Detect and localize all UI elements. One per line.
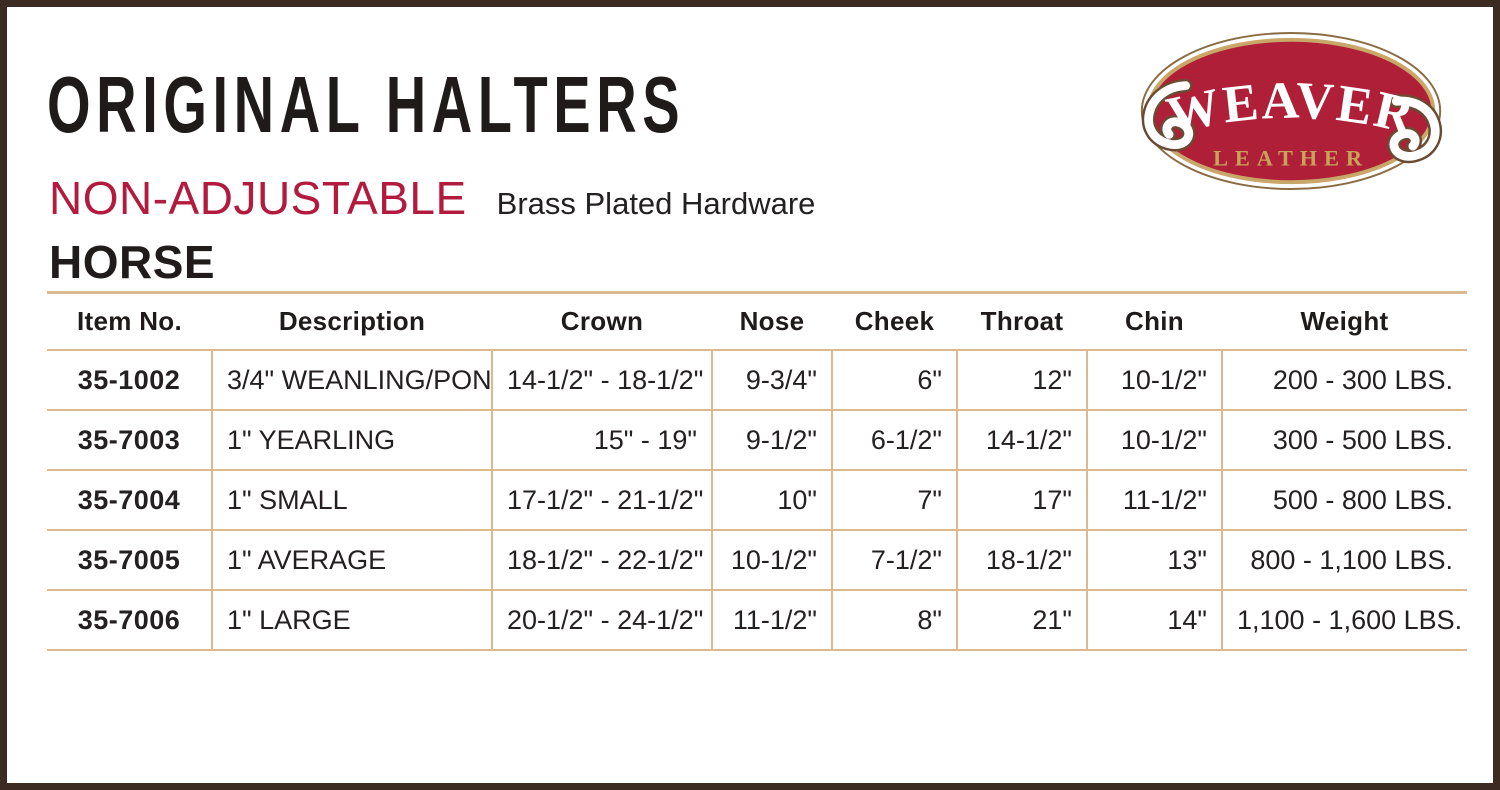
table-header: Item No. Description Crown Nose Cheek Th… (47, 291, 1467, 351)
item-no-cell: 35-7003 (47, 410, 212, 471)
col-header-nose: Nose (712, 291, 832, 351)
crown-cell: 14-1/2" - 18-1/2" (491, 350, 712, 411)
table-body: 35-1002 3/4" WEANLING/PONY 14-1/2" - 18-… (47, 350, 1467, 651)
weaver-leather-logo: WEAVER LEATHER (1135, 27, 1447, 195)
item-no-cell: 35-7006 (47, 590, 212, 651)
subtitle-non-adjustable: NON-ADJUSTABLE (49, 172, 467, 224)
table-row: 35-7004 1" SMALL 17-1/2" - 21-1/2" 10" 7… (47, 470, 1467, 531)
weight-cell: 1,100 - 1,600 LBS. (1221, 590, 1467, 651)
nose-cell: 9-3/4" (711, 350, 832, 411)
item-no-cell: 35-1002 (47, 350, 212, 411)
col-header-throat: Throat (957, 291, 1087, 351)
throat-cell: 18-1/2" (956, 530, 1087, 591)
crown-cell: 15" - 19" (491, 410, 712, 471)
nose-cell: 9-1/2" (711, 410, 832, 471)
cheek-cell: 6-1/2" (831, 410, 957, 471)
col-header-weight: Weight (1222, 291, 1467, 351)
table-row: 35-7003 1" YEARLING 15" - 19" 9-1/2" 6-1… (47, 410, 1467, 471)
chin-cell: 14" (1086, 590, 1222, 651)
chin-cell: 10-1/2" (1086, 350, 1222, 411)
logo-swash-left-icon (1141, 78, 1196, 152)
section-label-horse: HORSE (49, 236, 216, 288)
col-header-description: Description (212, 291, 492, 351)
col-header-cheek: Cheek (832, 291, 957, 351)
subtitle-hardware-note: Brass Plated Hardware (496, 186, 816, 221)
description-cell: 1" LARGE (211, 590, 492, 651)
col-header-crown: Crown (492, 291, 712, 351)
halter-spec-table: Item No. Description Crown Nose Cheek Th… (47, 291, 1467, 651)
cheek-cell: 8" (831, 590, 957, 651)
col-header-item-no: Item No. (47, 291, 212, 351)
throat-cell: 14-1/2" (956, 410, 1087, 471)
header-row: Item No. Description Crown Nose Cheek Th… (47, 291, 1467, 351)
weight-cell: 500 - 800 LBS. (1221, 470, 1467, 531)
crown-cell: 17-1/2" - 21-1/2" (491, 470, 712, 531)
cheek-cell: 6" (831, 350, 957, 411)
cheek-cell: 7-1/2" (831, 530, 957, 591)
description-cell: 1" YEARLING (211, 410, 492, 471)
table-row: 35-7006 1" LARGE 20-1/2" - 24-1/2" 11-1/… (47, 590, 1467, 651)
weight-cell: 200 - 300 LBS. (1221, 350, 1467, 411)
col-header-chin: Chin (1087, 291, 1222, 351)
throat-cell: 17" (956, 470, 1087, 531)
chin-cell: 10-1/2" (1086, 410, 1222, 471)
nose-cell: 10" (711, 470, 832, 531)
description-cell: 1" SMALL (211, 470, 492, 531)
throat-cell: 12" (956, 350, 1087, 411)
weight-cell: 800 - 1,100 LBS. (1221, 530, 1467, 591)
throat-cell: 21" (956, 590, 1087, 651)
item-no-cell: 35-7005 (47, 530, 212, 591)
nose-cell: 10-1/2" (711, 530, 832, 591)
item-no-cell: 35-7004 (47, 470, 212, 531)
cheek-cell: 7" (831, 470, 957, 531)
weight-cell: 300 - 500 LBS. (1221, 410, 1467, 471)
nose-cell: 11-1/2" (711, 590, 832, 651)
crown-cell: 20-1/2" - 24-1/2" (491, 590, 712, 651)
subtitle-row: NON-ADJUSTABLE Brass Plated Hardware (49, 175, 815, 222)
description-cell: 1" AVERAGE (211, 530, 492, 591)
table-row: 35-1002 3/4" WEANLING/PONY 14-1/2" - 18-… (47, 350, 1467, 411)
description-cell: 3/4" WEANLING/PONY (211, 350, 492, 411)
table-row: 35-7005 1" AVERAGE 18-1/2" - 22-1/2" 10-… (47, 530, 1467, 591)
weaver-logo-icon: WEAVER LEATHER (1140, 32, 1442, 190)
chin-cell: 11-1/2" (1086, 470, 1222, 531)
crown-cell: 18-1/2" - 22-1/2" (491, 530, 712, 591)
logo-swash-right-icon (1387, 94, 1442, 164)
logo-leather-text: LEATHER (1213, 146, 1369, 171)
page-title: ORIGINAL HALTERS (47, 60, 686, 149)
chin-cell: 13" (1086, 530, 1222, 591)
